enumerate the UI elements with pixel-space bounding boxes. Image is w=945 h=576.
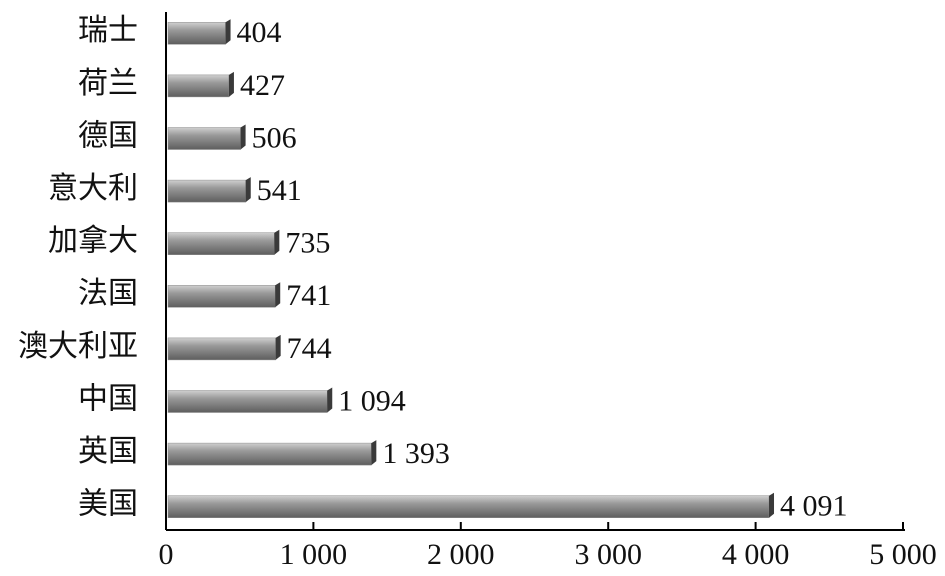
y-tick-label: 荷兰: [78, 67, 138, 100]
value-label: 741: [286, 279, 331, 312]
bar-cap: [275, 334, 281, 360]
bar: [167, 74, 230, 98]
x-tick-label: 1 000: [280, 538, 348, 571]
y-tick-label: 美国: [78, 488, 138, 521]
y-tick-label: 加拿大: [48, 225, 138, 258]
x-tick-label: 4 000: [722, 538, 790, 571]
x-tick-label: 2 000: [427, 538, 495, 571]
bar: [167, 495, 770, 518]
y-tick-label: 英国: [78, 435, 138, 468]
bar-cap: [225, 19, 231, 45]
value-label: 1 393: [382, 437, 450, 470]
y-tick-label: 德国: [78, 119, 138, 152]
bar: [167, 127, 241, 150]
value-label: 4 091: [780, 490, 848, 523]
value-label: 735: [285, 227, 330, 260]
value-label: 427: [240, 69, 285, 102]
bar: [167, 232, 275, 255]
bar-cap: [275, 282, 281, 308]
y-tick-label: 中国: [78, 382, 138, 415]
x-tick-label: 5 000: [869, 538, 937, 571]
y-tick-label: 澳大利亚: [18, 330, 138, 363]
bar-cap: [245, 177, 251, 203]
value-label: 541: [257, 174, 302, 207]
bar: [167, 22, 226, 45]
bar: [167, 337, 276, 361]
x-tick-label: 0: [159, 538, 174, 571]
bar: [167, 390, 328, 413]
y-tick-label: 瑞士: [78, 14, 138, 47]
bar-cap: [274, 229, 280, 255]
y-tick-label: 法国: [78, 277, 138, 310]
value-label: 506: [252, 121, 297, 154]
bar-cap: [228, 71, 234, 97]
bar-cap: [240, 124, 246, 150]
bar-cap: [371, 440, 377, 466]
bar: [167, 179, 246, 203]
bar: [167, 285, 276, 308]
y-tick-label: 意大利: [48, 172, 138, 205]
x-tick-label: 3 000: [574, 538, 642, 571]
value-label: 1 094: [338, 384, 406, 417]
bar-cap: [327, 387, 333, 413]
value-label: 744: [287, 332, 332, 365]
bar-cap: [769, 492, 775, 518]
bar: [167, 442, 372, 466]
value-label: 404: [237, 16, 282, 49]
